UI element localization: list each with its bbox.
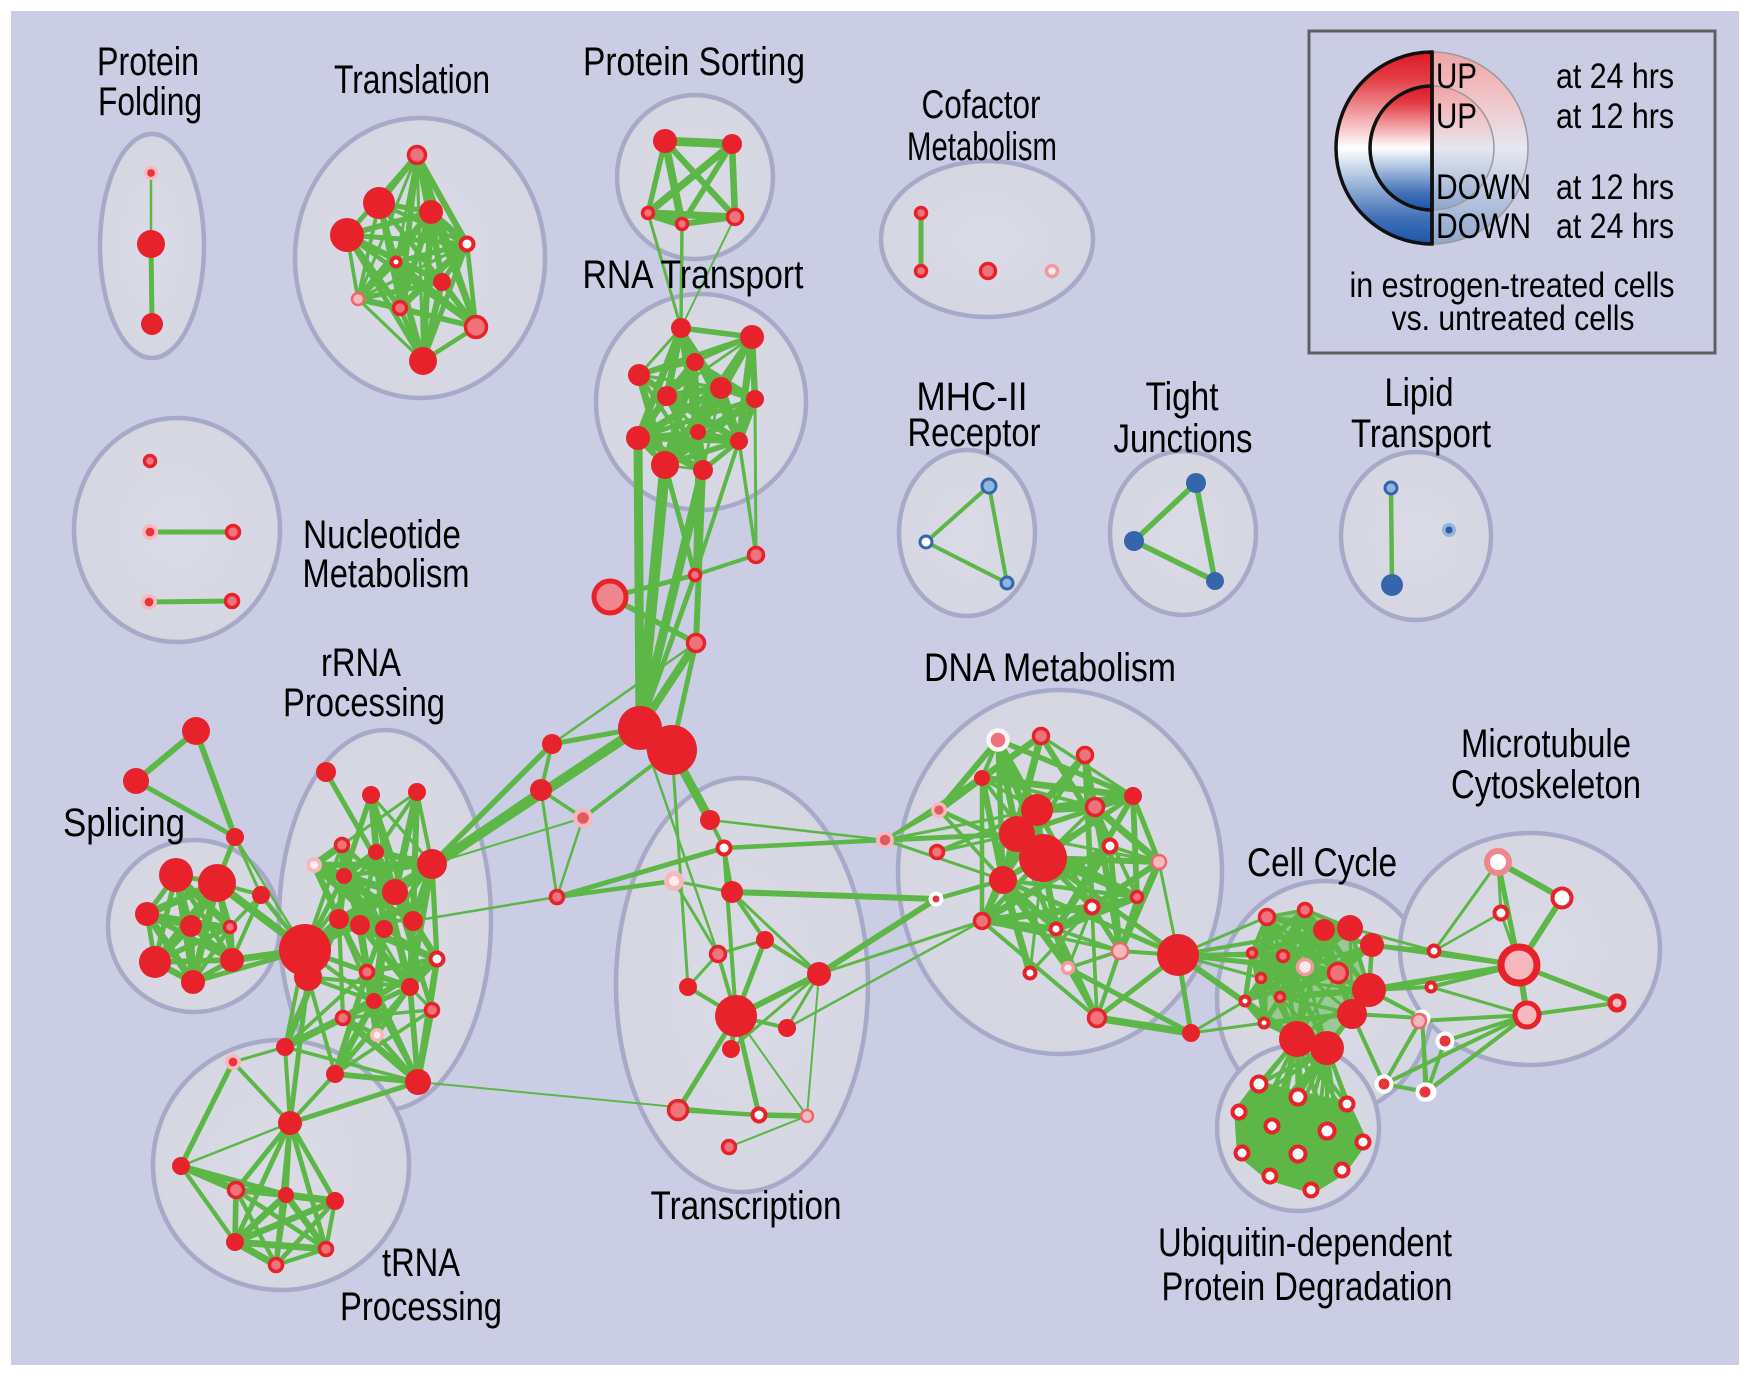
svg-text:in estrogen-treated cells: in estrogen-treated cells xyxy=(1350,266,1675,305)
svg-text:vs. untreated cells: vs. untreated cells xyxy=(1392,299,1635,338)
svg-text:Metabolism: Metabolism xyxy=(303,552,470,596)
svg-text:Nucleotide: Nucleotide xyxy=(303,513,461,557)
svg-text:Microtubule: Microtubule xyxy=(1461,722,1631,766)
svg-text:rRNA: rRNA xyxy=(321,641,401,685)
svg-text:at 12 hrs: at 12 hrs xyxy=(1556,168,1674,207)
svg-text:at 12 hrs: at 12 hrs xyxy=(1556,97,1674,136)
svg-text:Protein: Protein xyxy=(97,40,199,84)
svg-text:Lipid: Lipid xyxy=(1385,371,1454,415)
svg-text:Splicing: Splicing xyxy=(63,801,185,845)
svg-text:Tight: Tight xyxy=(1146,375,1219,419)
svg-text:Processing: Processing xyxy=(283,681,445,725)
svg-text:Transport: Transport xyxy=(1351,412,1491,456)
svg-text:tRNA: tRNA xyxy=(382,1241,460,1285)
svg-text:RNA Transport: RNA Transport xyxy=(583,253,804,297)
svg-text:Ubiquitin-dependent: Ubiquitin-dependent xyxy=(1158,1221,1452,1265)
svg-text:DNA Metabolism: DNA Metabolism xyxy=(924,646,1176,690)
svg-text:at 24 hrs: at 24 hrs xyxy=(1556,57,1674,96)
svg-text:Protein Degradation: Protein Degradation xyxy=(1162,1265,1453,1309)
svg-text:UP: UP xyxy=(1436,57,1477,96)
svg-text:Receptor: Receptor xyxy=(908,411,1041,455)
svg-text:Folding: Folding xyxy=(98,80,202,124)
svg-text:Transcription: Transcription xyxy=(651,1184,842,1228)
svg-text:DOWN: DOWN xyxy=(1436,207,1531,246)
svg-text:Cytoskeleton: Cytoskeleton xyxy=(1451,763,1641,807)
svg-text:Cofactor: Cofactor xyxy=(922,83,1041,127)
svg-text:Translation: Translation xyxy=(334,58,490,102)
svg-text:UP: UP xyxy=(1436,97,1477,136)
svg-text:DOWN: DOWN xyxy=(1436,168,1531,207)
svg-text:Metabolism: Metabolism xyxy=(907,125,1057,169)
svg-text:MHC-II: MHC-II xyxy=(917,375,1028,419)
svg-text:Protein Sorting: Protein Sorting xyxy=(583,40,805,84)
svg-text:Cell Cycle: Cell Cycle xyxy=(1247,841,1397,885)
svg-text:Processing: Processing xyxy=(340,1285,502,1329)
svg-text:at 24 hrs: at 24 hrs xyxy=(1556,207,1674,246)
svg-text:Junctions: Junctions xyxy=(1114,417,1253,461)
